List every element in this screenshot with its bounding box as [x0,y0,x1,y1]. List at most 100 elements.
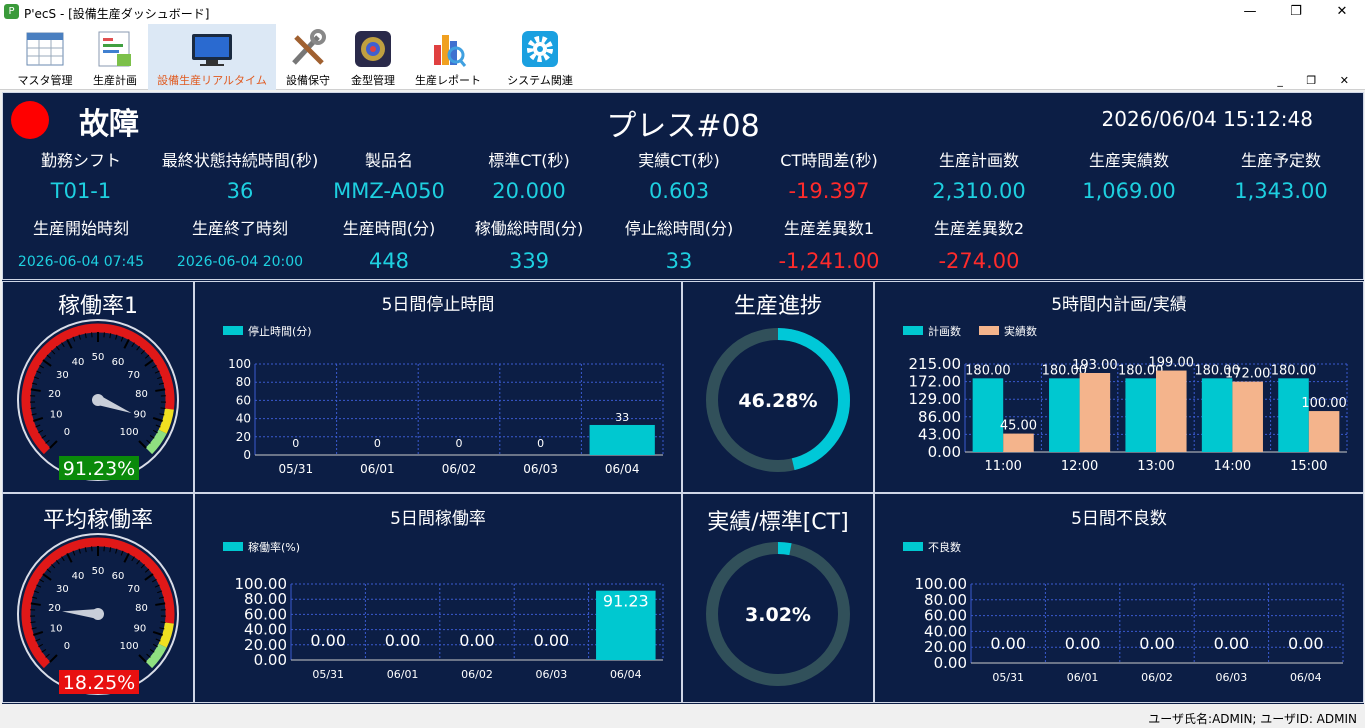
x-tick-label: 06/02 [1141,671,1173,684]
legend-swatch [223,542,243,551]
gauge-panel-1: 稼働率1 0 10 20 30 40 50 60 70 80 90 100 91.23% [2,281,194,493]
y-tick-label: 0.00 [928,443,961,461]
bar [1003,433,1034,452]
info-value: T01-1 [50,179,112,203]
toolbar-master[interactable]: マスタ管理 [8,24,82,90]
donut-progress-arc [706,542,850,686]
mdi-window-controls[interactable]: _ ❐ ✕ [1277,74,1359,87]
legend-swatch [903,542,923,551]
report-icon [426,28,470,70]
info-value: 0.603 [648,179,710,203]
status-lamp-icon [11,101,49,139]
gear-icon [518,28,562,70]
info-label: 生産実績数 [1088,151,1169,170]
app-logo-icon: P [4,4,19,19]
bar-data-label: 33 [615,411,629,424]
y-tick-label: 100 [228,357,251,371]
info-label: 標準CT(秒) [488,151,570,170]
y-tick-label: 100.00 [915,575,968,593]
legend-label: 停止時間(分) [248,324,312,338]
monitor-icon [190,28,234,70]
mold-icon [351,28,395,70]
donut-value: 3.02% [745,604,811,626]
gauge-tick-label: 20 [48,603,61,614]
minimize-button[interactable]: — [1243,4,1257,19]
main-toolbar: マスタ管理 生産計画 設備生産リアルタイム 設備保守 金型管理 生産レポート [0,24,1365,90]
info-label: 生産計画数 [938,151,1019,170]
bar [1156,370,1187,452]
bar-data-label: 45.00 [1000,419,1037,434]
gauge-tick-label: 10 [50,410,63,421]
donut-value: 46.28% [738,390,817,412]
bar [1278,378,1309,452]
toolbar-realtime[interactable]: 設備生産リアルタイム [148,24,276,90]
y-tick-label: 60 [236,393,251,407]
x-tick-label: 05/31 [992,671,1024,684]
status-text: 故障 [79,107,139,142]
info-value: 339 [508,249,550,273]
x-tick-label: 13:00 [1137,459,1174,474]
machine-name: プレス#08 [606,109,760,144]
y-tick-label: 43.00 [918,425,961,443]
legend-label: 計画数 [928,324,961,338]
bar-data-label: 0.00 [1214,634,1250,653]
dashboard: 故障 プレス#08 2026/06/04 15:12:48 勤務シフト T01-1… [2,92,1364,704]
bar [1079,373,1111,452]
toolbar-system[interactable]: システム関連 [498,24,582,90]
bar-data-label: 180.00 [1271,363,1317,378]
toolbar-report[interactable]: 生産レポート [410,24,486,90]
bar-data-label: 0 [537,437,544,450]
gauge-tick-label: 40 [72,357,85,368]
legend-label: 不良数 [928,540,961,554]
toolbar-maintenance[interactable]: 設備保守 [279,24,337,90]
info-value: 20.000 [492,179,566,203]
gauge-tick-label: 80 [135,603,148,614]
stop-time-panel: 5日間停止時間 停止時間(分) 0 20 40 60 80 100 05/31 06/01 06/0… [194,281,682,493]
bar-data-label: 0.00 [1288,634,1324,653]
x-tick-label: 06/01 [1067,671,1099,684]
gauge-tick-label: 30 [56,370,69,381]
gauge-tick-label: 50 [92,566,105,577]
x-tick-label: 06/01 [360,462,395,476]
bar-data-label: 0.00 [385,631,421,650]
gauge-tick-label: 20 [48,389,61,400]
toolbar-mold[interactable]: 金型管理 [342,24,404,90]
bar-data-label: 0 [456,437,463,450]
y-tick-label: 172.00 [909,373,962,391]
toolbar-plan[interactable]: 生産計画 [84,24,146,90]
info-value: 2026-06-04 07:45 [17,254,145,270]
bar-data-label: 0.00 [1139,634,1175,653]
y-tick-label: 20.00 [924,638,967,656]
info-value: 2,310.00 [932,179,1026,203]
gauge-value: 91.23% [63,458,135,480]
gauge-tick-label: 100 [120,641,139,652]
gauge-tick-label: 70 [127,584,140,595]
bar-data-label: 0.00 [534,631,570,650]
info-label: 稼働総時間(分) [474,219,584,238]
ct-ratio-panel: 実績/標準[CT] 3.02% [682,493,874,703]
status-bar: ユーザ氏名:ADMIN; ユーザID: ADMIN [0,706,1365,728]
bar [1125,378,1156,452]
x-tick-label: 12:00 [1061,459,1098,474]
y-tick-label: 80.00 [244,590,287,608]
legend-label: 稼働率(%) [248,540,300,554]
info-value: -19.397 [788,179,870,203]
info-label: 停止総時間(分) [624,219,734,238]
bar-data-label: 0 [292,437,299,450]
gauge-tick-label: 100 [120,427,139,438]
bar-data-label: 172.00 [1225,367,1271,382]
close-button[interactable]: ✕ [1336,4,1348,19]
info-panel: 故障 プレス#08 2026/06/04 15:12:48 勤務シフト T01-1… [2,92,1364,280]
y-tick-label: 86.00 [918,408,961,426]
gauge-tick-label: 50 [92,352,105,363]
bar-data-label: 91.23 [603,592,649,611]
bar [1232,381,1263,452]
y-tick-label: 40.00 [924,622,967,640]
gauge-panel-2: 平均稼働率 0 10 20 30 40 50 60 70 80 90 100 18.25% [2,493,194,703]
info-value: -1,241.00 [778,249,880,273]
maximize-button[interactable]: ❐ [1290,4,1302,19]
bar-data-label: 180.00 [965,363,1011,378]
donut-title: 生産進捗 [733,294,822,319]
y-tick-label: 80 [236,375,251,389]
donut-title: 実績/標準[CT] [707,510,849,535]
